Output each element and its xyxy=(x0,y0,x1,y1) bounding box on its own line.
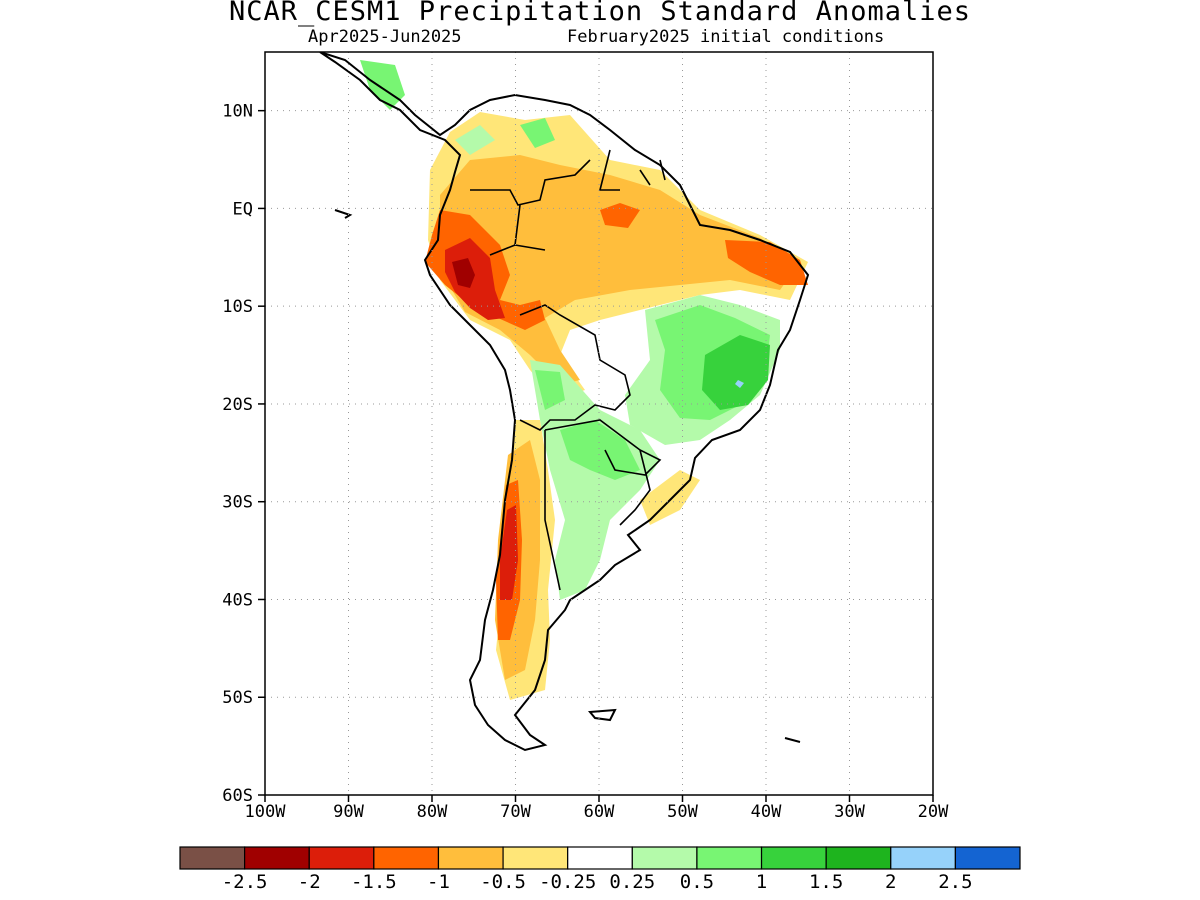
anomaly-neg-1p5-peru xyxy=(445,238,505,320)
anomaly-neg-1-amazon xyxy=(600,203,640,228)
anomaly-pos-0p25-colombia xyxy=(455,125,495,155)
lon-tick-label: 60W xyxy=(584,802,615,822)
anomaly-pos-0p5-central-america xyxy=(360,60,405,110)
colorbar: -2.5 -2 -1.5 -1 -0.5 -0.25 0.25 0.5 1 1.5 2 2.5 xyxy=(179,846,1021,893)
colorbar-swatch xyxy=(373,846,440,870)
forecast-period: Apr2025-Jun2025 xyxy=(308,27,462,47)
lat-tick-label: 20S xyxy=(222,395,253,415)
colorbar-swatch xyxy=(890,846,956,870)
lon-tick-label: 50W xyxy=(667,802,698,822)
colorbar-swatch xyxy=(437,846,504,870)
lat-tick-label: 10N xyxy=(222,102,253,122)
lon-tick-label: 40W xyxy=(751,802,782,822)
lon-tick-label: 20W xyxy=(918,802,949,822)
lon-tick-label: 90W xyxy=(333,802,364,822)
colorbar-swatch xyxy=(567,846,633,870)
colorbar-swatch xyxy=(954,846,1021,870)
anomaly-pos-0p5-andes xyxy=(535,370,565,410)
anomaly-pos-0p5-paraguay xyxy=(560,420,640,480)
colorbar-label: -0.25 xyxy=(539,871,596,893)
colorbar-swatch xyxy=(308,846,375,870)
lon-tick-label: 30W xyxy=(834,802,865,822)
colorbar-label: 0.25 xyxy=(609,871,655,893)
lat-tick-label: EQ xyxy=(233,199,253,219)
colorbar-swatch xyxy=(502,846,569,870)
anomaly-pos-0p5-colombia xyxy=(520,118,555,148)
colorbar-label: 1 xyxy=(756,871,767,893)
anomaly-pos-2p5-dot xyxy=(735,380,744,388)
colorbar-label: 0.5 xyxy=(680,871,714,893)
colorbar-label: 2.5 xyxy=(938,871,972,893)
colorbar-label: -0.5 xyxy=(480,871,526,893)
colorbar-swatch xyxy=(179,846,246,870)
colorbar-swatch xyxy=(696,846,763,870)
colorbar-swatch xyxy=(244,846,310,870)
lat-tick-label: 10S xyxy=(222,297,253,317)
anomaly-neg-2-peru xyxy=(452,258,475,288)
lon-tick-label: 80W xyxy=(417,802,448,822)
lat-tick-label: 50S xyxy=(222,688,253,708)
anomaly-neg-1p5-chile xyxy=(500,505,518,600)
anomaly-pos-1-brazil xyxy=(702,335,770,410)
lon-tick-label: 70W xyxy=(500,802,531,822)
colorbar-label: -2 xyxy=(298,871,321,893)
anomaly-field xyxy=(320,52,808,750)
colorbar-label: 2 xyxy=(885,871,896,893)
south-america-coastline xyxy=(319,52,810,752)
map-title: NCAR_CESM1 Precipitation Standard Anomal… xyxy=(229,0,971,27)
colorbar-swatch xyxy=(760,846,827,870)
colorbar-label: -2.5 xyxy=(222,871,268,893)
lat-tick-label: 40S xyxy=(222,590,253,610)
lat-tick-label: 30S xyxy=(222,493,253,513)
colorbar-label: -1 xyxy=(427,871,450,893)
coastlines xyxy=(319,52,810,752)
lon-tick-label: 100W xyxy=(245,802,287,822)
south-georgia xyxy=(784,737,801,743)
colorbar-swatch xyxy=(825,846,892,870)
colorbar-label: -1.5 xyxy=(351,871,397,893)
colorbar-swatch xyxy=(631,846,698,870)
falkland-islands xyxy=(587,708,617,722)
galapagos xyxy=(334,209,353,219)
colorbar-label: 1.5 xyxy=(809,871,843,893)
initial-conditions: February2025 initial conditions xyxy=(567,27,885,47)
lat-tick-label: 60S xyxy=(222,786,253,806)
